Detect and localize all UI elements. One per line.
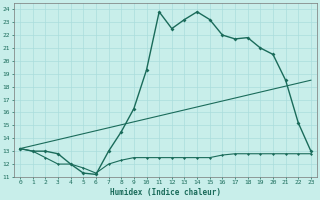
X-axis label: Humidex (Indice chaleur): Humidex (Indice chaleur) [110,188,221,197]
